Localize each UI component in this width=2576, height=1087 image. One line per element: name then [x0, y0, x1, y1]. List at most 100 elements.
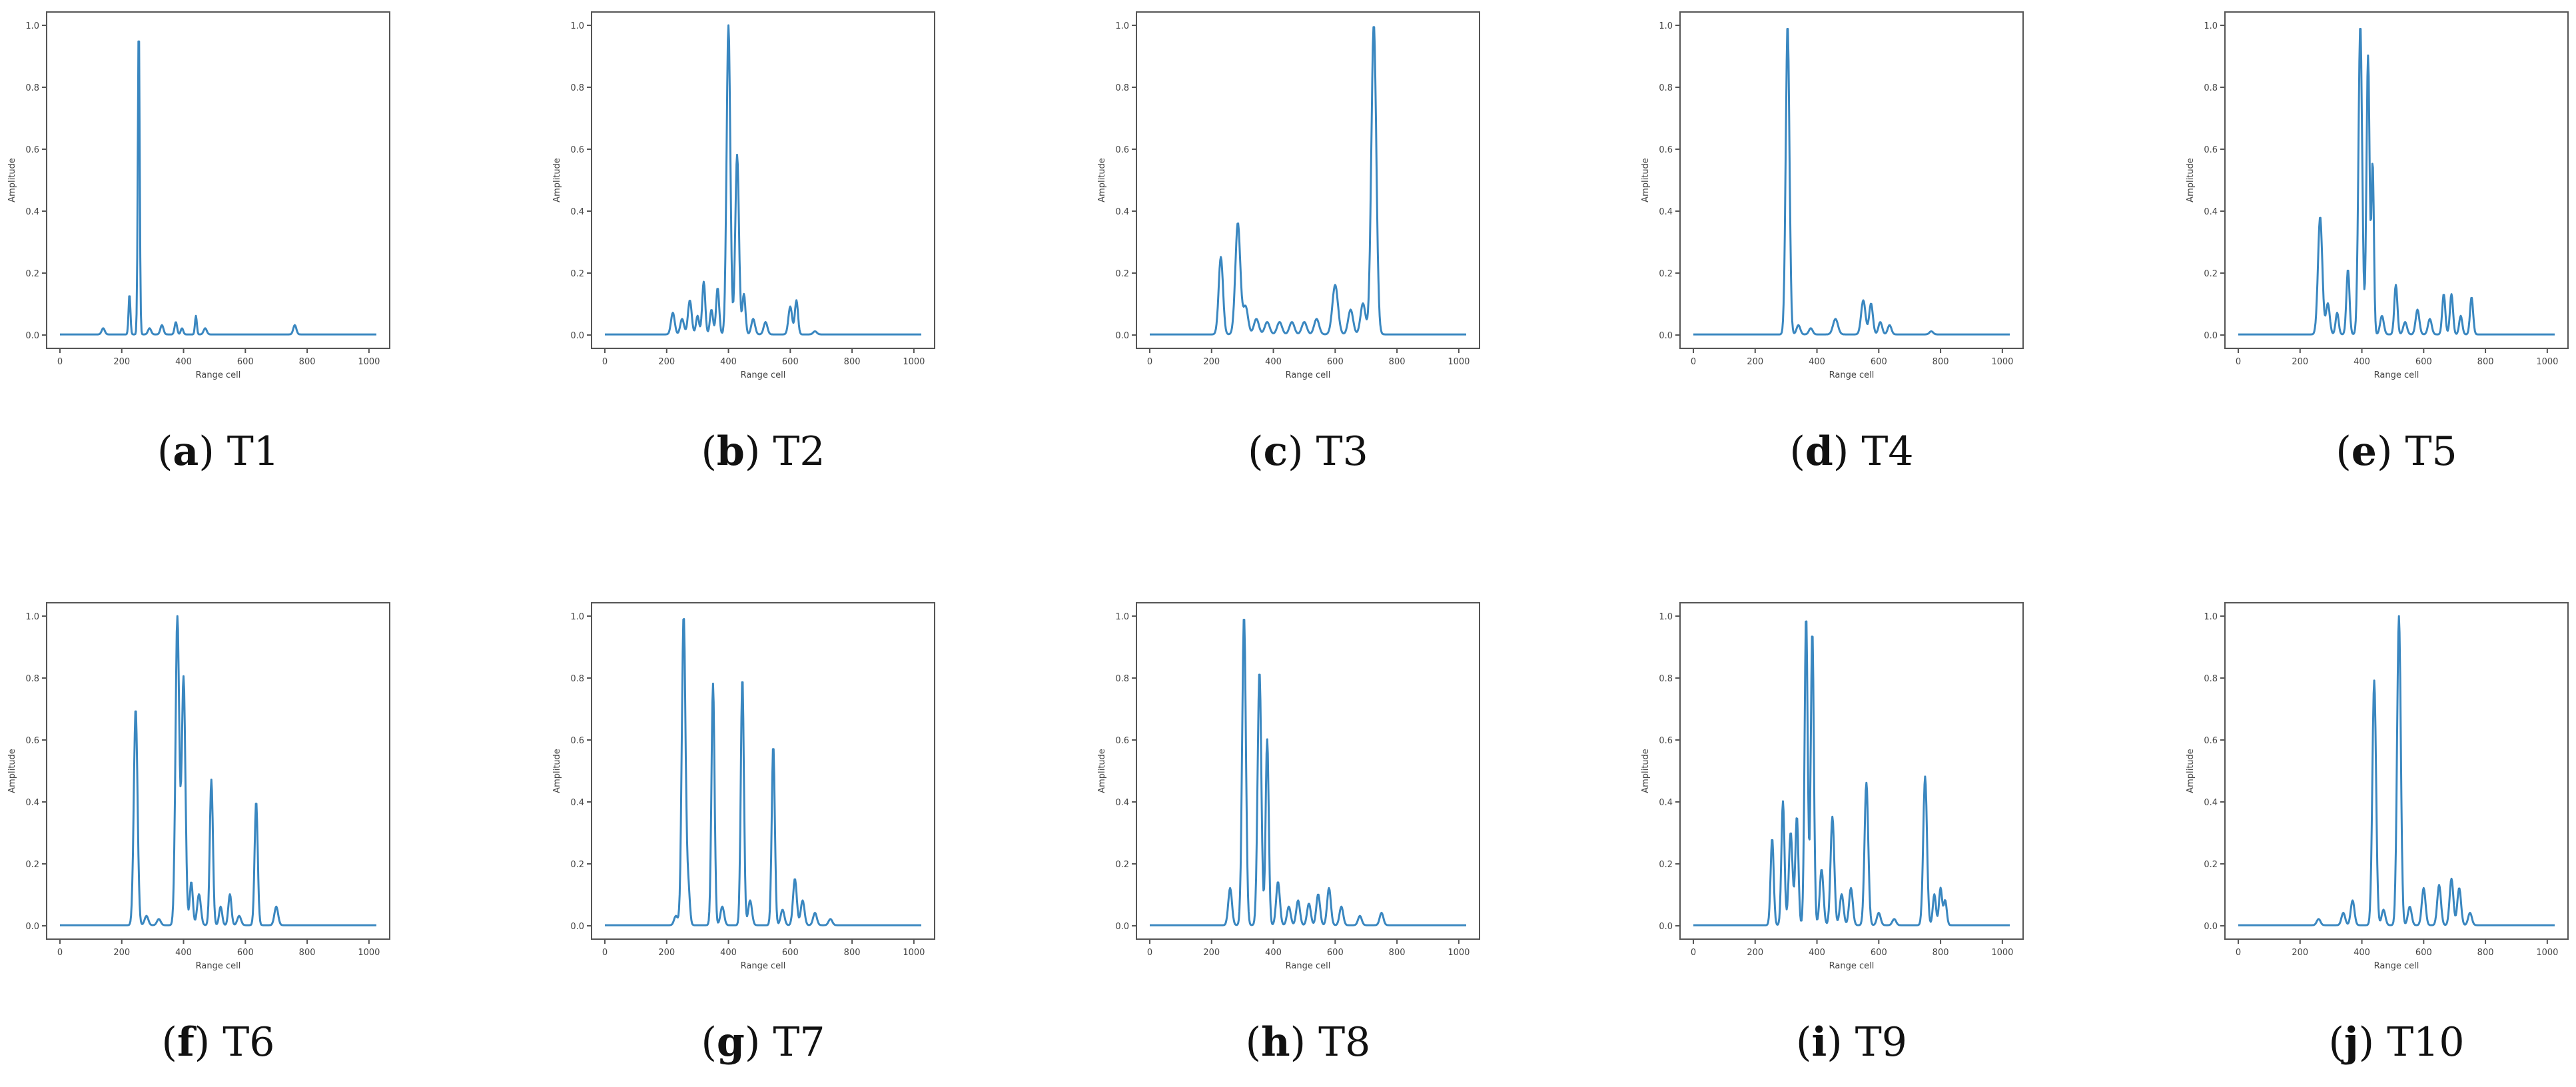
y-tick-label: 1.0 — [570, 21, 584, 31]
y-tick-label: 0.4 — [1115, 207, 1129, 217]
y-tick-label: 0.2 — [25, 860, 39, 870]
amplitude-series — [604, 617, 922, 926]
x-tick-label: 600 — [782, 948, 799, 958]
subplot-i: 0 200 400 600 800 1000 0.0 0.2 0.4 0.6 0.8 1.0 Range… — [1641, 602, 2024, 1066]
y-tick-label: 0.2 — [1659, 860, 1673, 870]
x-tick-label: 0 — [1691, 357, 1696, 367]
y-tick-label: 1.0 — [570, 612, 584, 622]
caption-letter: g — [717, 1019, 745, 1066]
x-tick-label: 600 — [782, 357, 799, 367]
x-tick-label: 200 — [1747, 948, 1763, 958]
x-tick-label: 1000 — [2536, 357, 2558, 367]
subplot-caption: (j) T10 — [2329, 1019, 2465, 1066]
amplitude-series — [1693, 28, 2010, 336]
caption-letter: i — [1811, 1019, 1827, 1066]
x-tick-label: 800 — [2477, 948, 2494, 958]
x-tick-label: 200 — [1203, 948, 1220, 958]
caption-letter: c — [1264, 428, 1288, 475]
x-tick-label: 200 — [1747, 357, 1763, 367]
caption-letter: d — [1805, 428, 1833, 475]
x-tick-label: 600 — [1327, 357, 1344, 367]
y-tick-label: 0.4 — [570, 798, 584, 808]
y-tick-label: 0.2 — [570, 860, 584, 870]
x-tick-label: 800 — [1389, 357, 1406, 367]
x-axis-label: Range cell — [1829, 961, 1875, 971]
x-tick-label: 800 — [1389, 948, 1406, 958]
caption-letter: h — [1261, 1019, 1290, 1066]
x-axis-label: Range cell — [741, 961, 786, 971]
y-axis-label: Amplitude — [1641, 749, 1651, 793]
x-axis-label: Range cell — [1829, 370, 1875, 380]
plot-frame — [591, 602, 935, 940]
x-tick-label: 0 — [2236, 357, 2241, 367]
y-tick-label: 1.0 — [1659, 612, 1673, 622]
x-tick-label: 1000 — [358, 357, 380, 367]
caption-label: T7 — [773, 1019, 825, 1066]
y-tick-label: 0.0 — [570, 922, 584, 932]
y-tick-label: 1.0 — [1115, 612, 1129, 622]
plot-frame — [1136, 602, 1480, 940]
y-tick-label: 0.8 — [1115, 83, 1129, 93]
x-tick-label: 400 — [175, 357, 192, 367]
plot-frame — [1136, 11, 1480, 349]
y-tick-label: 0.4 — [570, 207, 584, 217]
x-tick-label: 800 — [299, 357, 316, 367]
y-tick-label: 0.2 — [2204, 269, 2218, 279]
x-tick-label: 0 — [602, 948, 608, 958]
x-tick-label: 400 — [1809, 357, 1825, 367]
caption-label: T6 — [222, 1019, 274, 1066]
x-tick-label: 1000 — [2536, 948, 2558, 958]
x-tick-label: 800 — [844, 948, 861, 958]
x-tick-label: 200 — [1203, 357, 1220, 367]
y-axis-label: Amplitude — [1641, 158, 1651, 202]
y-tick-label: 0.6 — [1115, 145, 1129, 155]
subplot-d: 0 200 400 600 800 1000 0.0 0.2 0.4 0.6 0.8 1.0 Range… — [1641, 11, 2024, 475]
y-tick-label: 0.8 — [2204, 83, 2218, 93]
y-tick-label: 1.0 — [25, 21, 39, 31]
amplitude-series — [2238, 28, 2555, 336]
x-tick-label: 0 — [1691, 948, 1696, 958]
x-tick-label: 0 — [2236, 948, 2241, 958]
x-tick-label: 1000 — [1991, 357, 2013, 367]
x-tick-label: 200 — [113, 948, 130, 958]
subplot-h: 0 200 400 600 800 1000 0.0 0.2 0.4 0.6 0.8 1.0 Range… — [1097, 602, 1480, 1066]
y-tick-label: 0.2 — [570, 269, 584, 279]
y-tick-label: 0.6 — [570, 145, 584, 155]
y-tick-label: 0.6 — [2204, 736, 2218, 746]
y-axis-label: Amplitude — [7, 749, 17, 793]
y-tick-label: 0.0 — [25, 331, 39, 341]
x-tick-label: 1000 — [358, 948, 380, 958]
y-tick-label: 0.8 — [1659, 83, 1673, 93]
y-tick-label: 0.4 — [1659, 207, 1673, 217]
y-tick-label: 0.2 — [2204, 860, 2218, 870]
y-tick-label: 0.6 — [1659, 736, 1673, 746]
subplot-caption: (e) T5 — [2336, 428, 2457, 475]
x-tick-label: 800 — [299, 948, 316, 958]
caption-letter: a — [173, 428, 199, 475]
y-tick-label: 0.0 — [2204, 331, 2218, 341]
y-tick-label: 0.0 — [1115, 922, 1129, 932]
subplot-caption: (i) T9 — [1796, 1019, 1907, 1066]
amplitude-series — [1149, 619, 1467, 926]
x-tick-label: 0 — [602, 357, 608, 367]
x-axis-label: Range cell — [2374, 370, 2419, 380]
y-tick-label: 0.4 — [25, 798, 39, 808]
x-tick-label: 800 — [1932, 948, 1949, 958]
caption-label: T3 — [1316, 428, 1368, 475]
x-tick-label: 600 — [2415, 948, 2432, 958]
y-tick-label: 0.8 — [570, 674, 584, 684]
subplot-caption: (g) T7 — [701, 1019, 825, 1066]
caption-label: T2 — [773, 428, 825, 475]
caption-letter: f — [177, 1019, 197, 1066]
amplitude-series — [604, 24, 922, 336]
x-axis-label: Range cell — [2374, 961, 2419, 971]
x-tick-label: 0 — [57, 948, 63, 958]
y-tick-label: 0.6 — [570, 736, 584, 746]
y-axis-label: Amplitude — [1097, 749, 1107, 793]
caption-label: T8 — [1318, 1019, 1370, 1066]
y-tick-label: 0.8 — [25, 83, 39, 93]
subplot-e: 0 200 400 600 800 1000 0.0 0.2 0.4 0.6 0.8 1.0 Range… — [2186, 11, 2569, 475]
y-tick-label: 0.0 — [1659, 922, 1673, 932]
amplitude-series — [1149, 26, 1467, 336]
